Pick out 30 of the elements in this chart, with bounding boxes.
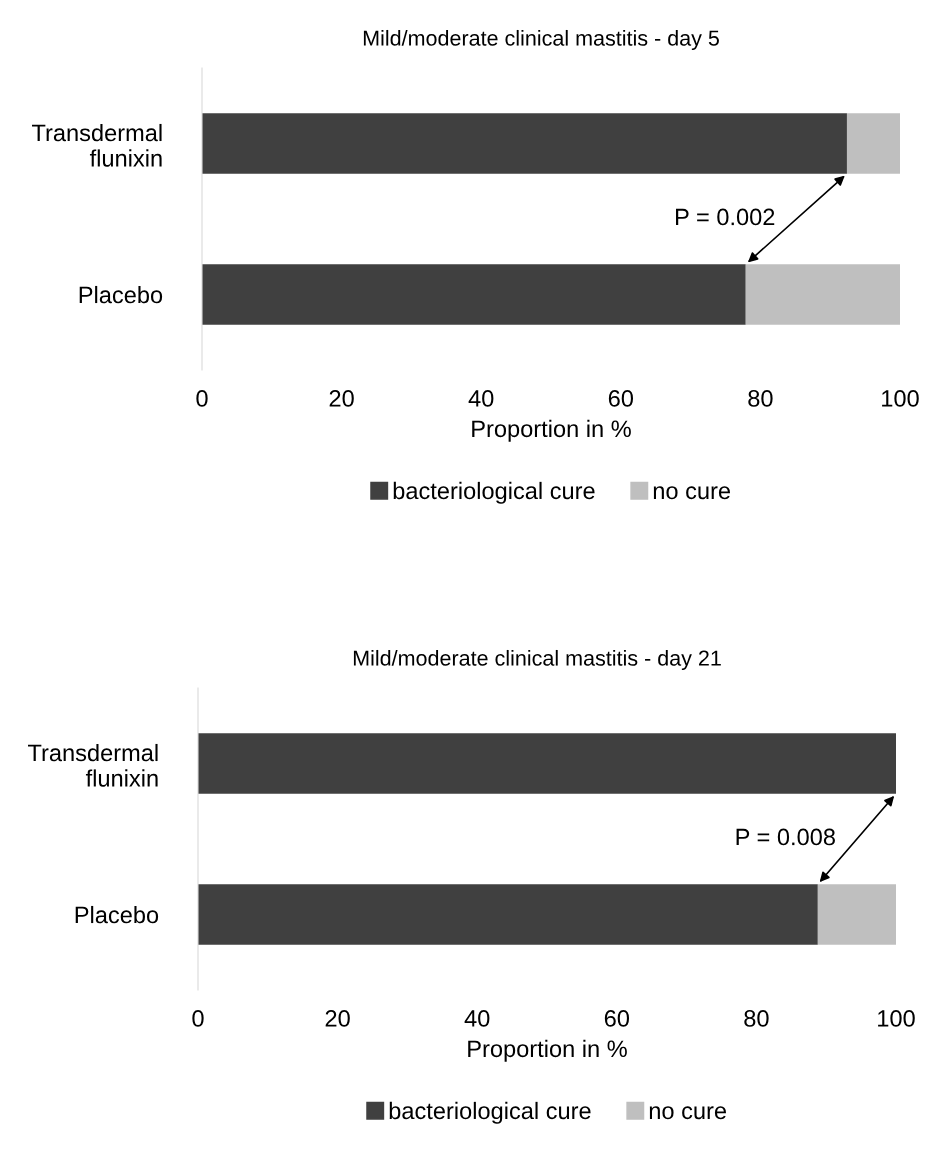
legend-label: bacteriological cure <box>393 481 595 504</box>
x-tick-label: 80 <box>744 1010 769 1027</box>
x-tick-label: 40 <box>464 1010 490 1027</box>
x-tick-label: 20 <box>329 390 354 407</box>
y-tick-label: Placebo <box>75 905 159 924</box>
legend-label: bacteriological cure <box>389 1101 591 1124</box>
x-tick-label: 100 <box>882 390 919 407</box>
legend-label: no cure <box>653 486 730 500</box>
legend-label: no cure <box>649 1106 726 1120</box>
bar <box>202 264 746 325</box>
annotation: P = 0.008 <box>736 828 835 846</box>
x-tick-label: 40 <box>468 390 494 407</box>
y-tick-label: Placebo <box>79 285 163 304</box>
x-tick-label: 20 <box>325 1010 350 1027</box>
x-tick-label: 60 <box>608 390 634 407</box>
x-axis-title: Proportion in % <box>468 1039 627 1062</box>
chart-title: Mild/moderate clinical mastitis - day 21 <box>353 649 721 671</box>
x-axis-title: Proportion in % <box>472 419 631 442</box>
bar <box>202 113 847 174</box>
x-tick-label: 80 <box>748 390 773 407</box>
annotation: P = 0.002 <box>676 208 775 226</box>
bar <box>745 264 900 325</box>
x-tick-label: 0 <box>192 1010 204 1027</box>
x-tick-label: 60 <box>604 1010 630 1027</box>
x-tick-label: 100 <box>878 1010 915 1027</box>
y-tick-label: Transdermal flunixin <box>32 123 162 167</box>
x-tick-label: 0 <box>196 390 208 407</box>
y-tick-label: Transdermal flunixin <box>28 743 158 787</box>
bar <box>846 113 900 174</box>
chart-title: Mild/moderate clinical mastitis - day 5 <box>363 29 719 51</box>
